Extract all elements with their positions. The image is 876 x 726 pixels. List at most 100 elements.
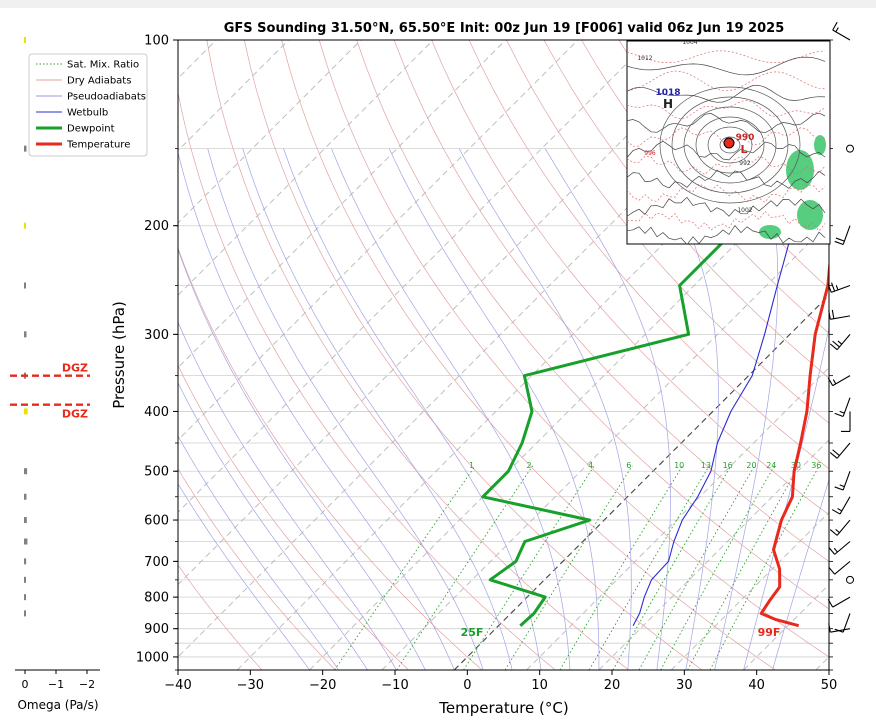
inset-contour-ring (671, 96, 789, 194)
barb-flag (832, 340, 840, 348)
mixing-ratio-label: 24 (766, 461, 776, 470)
mixing-ratio-line (638, 465, 756, 670)
mixing-ratio-label: 36 (811, 461, 821, 470)
omega-bar (24, 282, 26, 289)
pseudoadiabat (648, 148, 719, 670)
inset-location-dot (723, 137, 735, 149)
dry-adiabat (356, 40, 829, 610)
wind-barb (827, 282, 851, 293)
barb-flag (827, 283, 832, 293)
mixing-ratio-line (463, 465, 595, 670)
dry-adiabat (506, 40, 829, 424)
legend: Sat. Mix. Ratio Dry Adiabats Pseudoadiabat… (28, 53, 148, 157)
x-tick-label: 30 (676, 678, 693, 693)
barb-flag (835, 237, 845, 242)
axes: −40 −30 −20 −10 0 10 20 30 40 50 100 200 300 400 500 60… (136, 34, 837, 694)
barb-staff (831, 284, 851, 293)
legend-label: Temperature (66, 140, 130, 151)
calm-circle (846, 144, 854, 153)
wind-barb (827, 596, 851, 608)
barb-staff (836, 519, 851, 536)
barb-staff (830, 628, 851, 633)
y-tick-label: 1000 (136, 650, 169, 665)
legend-label: Sat. Mix. Ratio (67, 60, 139, 71)
mixing-ratio-line (504, 465, 633, 670)
omega-bar (24, 493, 27, 500)
dry-adiabat (393, 40, 829, 562)
barb-staff (836, 442, 851, 459)
inset-map: 1018 990 1004 1012 996 1002 992 H L (626, 39, 831, 245)
wind-barb (834, 471, 851, 491)
wind-barb (829, 519, 851, 536)
inset-contour-ring (683, 106, 777, 184)
barb-flag (828, 547, 836, 555)
x-tick-label: 20 (604, 678, 621, 693)
mixing-ratio-label: 4 (588, 461, 593, 470)
omega-bar (24, 576, 26, 583)
x-tick-label: 0 (463, 678, 471, 693)
barb-flag (834, 412, 844, 417)
pseudoadiabat (714, 148, 779, 670)
dry-adiabat (318, 40, 829, 658)
x-tick-label: −30 (237, 678, 264, 693)
calm-circle (846, 575, 854, 584)
mixing-ratio-label: 1 (469, 461, 474, 470)
y-tick-label: 800 (144, 591, 169, 606)
barb-flag (828, 310, 831, 320)
barb-flag (832, 21, 838, 31)
dry-adiabat (581, 40, 829, 334)
plot-frame (177, 39, 830, 671)
barb-staff (834, 541, 851, 555)
pseudoadiabat (388, 148, 600, 670)
inset-pressure-label: 1002 (737, 207, 752, 214)
pseudoadiabat (178, 321, 397, 670)
inset-contour (627, 56, 826, 76)
omega-bar (24, 517, 27, 524)
surface-temperature-label: 99F (758, 626, 781, 639)
wind-barb (834, 225, 851, 246)
isotherm (309, 149, 829, 670)
mixing-ratio-label: 6 (626, 461, 631, 470)
isotherm (178, 40, 506, 369)
inset-pressure-label: 1012 (637, 55, 652, 62)
pseudoadiabat (178, 151, 455, 670)
barb-flag (827, 599, 834, 608)
dry-adiabat (178, 564, 263, 670)
omega-bar (24, 37, 26, 43)
pseudoadiabat (283, 148, 542, 670)
dgz-markers: DGZ DGZ (10, 362, 90, 421)
barb-flag (839, 484, 845, 488)
pseudoadiabat (242, 148, 513, 670)
y-tick-label: 100 (144, 34, 169, 49)
barb-flag (835, 284, 839, 291)
y-tick-label: 600 (144, 514, 169, 529)
y-axis-label: Pressure (hPa) (110, 301, 128, 409)
inset-contour (627, 210, 826, 232)
y-tick-label: 200 (144, 219, 169, 234)
inset-pressure-label: 1004 (682, 39, 697, 46)
wind-barb (834, 397, 851, 417)
barb-staff (832, 29, 851, 41)
mixing-ratio-label: 2 (526, 461, 531, 470)
inset-pressure-label: 990 (736, 133, 755, 143)
pseudoadiabat (772, 478, 829, 670)
x-tick-label: 50 (821, 678, 838, 693)
dry-adiabat (178, 246, 483, 670)
wind-barbs (827, 21, 854, 633)
precip-patch (786, 150, 814, 190)
barb-flag (839, 410, 845, 414)
barb-staff (842, 225, 851, 245)
wind-barb (828, 560, 851, 575)
barb-flag (835, 528, 840, 534)
barb-staff (842, 613, 851, 633)
y-tick-label: 500 (144, 465, 169, 480)
inset-pressure-label: 1018 (655, 88, 680, 98)
chart-title: GFS Sounding 31.50°N, 65.50°E Init: 00z … (224, 21, 785, 36)
mixing-ratio-line (559, 465, 683, 670)
pseudoadiabat (544, 148, 671, 670)
mixing-ratio-label: 16 (723, 461, 733, 470)
y-tick-label: 700 (144, 555, 169, 570)
inset-contour-ring (695, 116, 765, 174)
wind-barb (828, 541, 851, 555)
